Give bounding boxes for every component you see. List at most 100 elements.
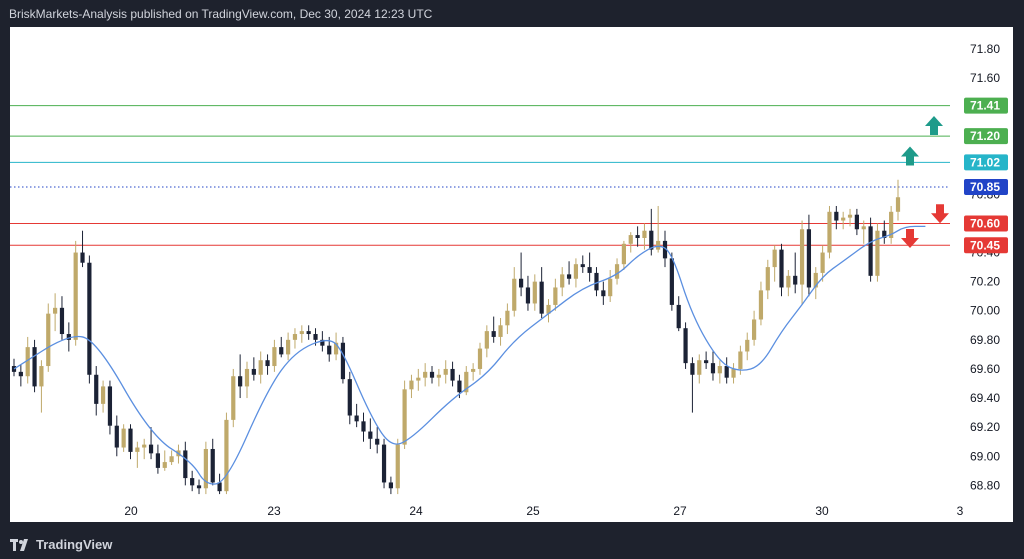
candle-body xyxy=(18,371,23,377)
candle-body xyxy=(32,347,37,387)
x-tick-label: 27 xyxy=(673,504,687,518)
candle-body xyxy=(66,334,71,340)
candle-body xyxy=(834,211,839,221)
price-badge xyxy=(964,237,1008,254)
price-badge xyxy=(964,128,1008,145)
candle-body xyxy=(895,197,901,212)
candle-body xyxy=(231,376,236,420)
candle-body xyxy=(491,331,496,337)
candle-body xyxy=(656,240,661,250)
x-tick-label: 3 xyxy=(957,504,964,518)
x-tick-label: 23 xyxy=(267,504,281,518)
candle-body xyxy=(320,339,325,346)
candle-body xyxy=(39,366,44,387)
candle-body xyxy=(368,431,373,439)
candle-body xyxy=(669,258,674,305)
candle-body xyxy=(443,368,448,375)
level-badges: 71.41 71.20 71.02 70.85 70.60 70.45 xyxy=(964,97,1008,254)
candle-body xyxy=(779,249,784,288)
candle-body xyxy=(813,272,818,288)
candle-body xyxy=(94,374,99,404)
chart-frame[interactable]: 71.8071.6071.4071.2071.0070.8070.6070.40… xyxy=(10,27,1013,522)
candle-body xyxy=(621,243,626,265)
tradingview-logo-icon xyxy=(10,538,28,551)
candle-body xyxy=(587,267,592,273)
candle-body xyxy=(649,230,654,250)
candle-body xyxy=(162,462,167,468)
y-tick-label: 68.80 xyxy=(970,478,1000,492)
candle-body xyxy=(327,345,332,355)
candle-body xyxy=(758,290,764,320)
candle-body xyxy=(292,334,298,340)
time-axis[interactable]: 20 23 24 25 27 30 3 xyxy=(124,504,963,518)
candle-body xyxy=(608,278,613,297)
candle-body xyxy=(272,347,277,367)
footer-brand[interactable]: TradingView xyxy=(36,537,113,552)
candle-body xyxy=(224,419,229,492)
candle-body xyxy=(471,368,476,372)
candle-body xyxy=(142,444,147,448)
candle-body xyxy=(745,339,750,352)
candle-body xyxy=(333,342,339,355)
candle-body xyxy=(381,444,387,483)
candle-body xyxy=(861,226,866,230)
candle-body xyxy=(532,281,537,304)
candle-body xyxy=(190,478,195,486)
candle-body xyxy=(80,252,85,263)
candle-body xyxy=(519,278,524,288)
candle-body xyxy=(416,377,421,381)
candle-body xyxy=(354,415,359,422)
x-tick-label: 30 xyxy=(815,504,829,518)
candle-body xyxy=(169,456,174,463)
x-tick-label: 20 xyxy=(124,504,138,518)
price-badge-label: 71.02 xyxy=(970,155,1000,169)
candle-body xyxy=(772,249,777,268)
candle-body xyxy=(662,240,668,259)
candle-body xyxy=(135,447,140,452)
candle-body xyxy=(148,444,154,454)
candle-body xyxy=(539,281,544,314)
candle-body xyxy=(875,230,880,276)
candle-body xyxy=(423,371,428,378)
candle-body xyxy=(573,264,579,279)
candle-body xyxy=(402,389,407,445)
arrow-up-icon xyxy=(901,146,919,166)
price-badge xyxy=(964,215,1008,232)
candle-body xyxy=(347,379,352,416)
candle-body xyxy=(512,278,517,311)
candlestick-chart[interactable]: 71.8071.6071.4071.2071.0070.8070.6070.40… xyxy=(10,27,1013,522)
candle-body xyxy=(251,368,256,375)
price-badge-label: 71.41 xyxy=(970,99,1000,113)
candle-body xyxy=(203,448,208,489)
candle-body xyxy=(799,229,805,285)
candle-body xyxy=(299,331,304,335)
y-tick-label: 69.20 xyxy=(970,420,1000,434)
candle-body xyxy=(457,380,462,393)
candle-body xyxy=(847,214,853,218)
candle-body xyxy=(107,386,113,426)
candle-body xyxy=(388,482,393,489)
candle-body xyxy=(73,252,78,340)
candle-body xyxy=(340,342,346,380)
candle-body xyxy=(546,304,551,314)
candle-body xyxy=(217,482,222,492)
candle-body xyxy=(25,347,30,377)
candle-body xyxy=(868,226,873,276)
candle-body xyxy=(409,380,414,390)
candle-body xyxy=(238,376,243,387)
candles xyxy=(11,179,901,495)
candle-body xyxy=(806,229,812,288)
candle-body xyxy=(306,331,311,335)
candle-body xyxy=(477,348,483,369)
price-badge xyxy=(964,97,1008,114)
candle-body xyxy=(114,425,119,448)
y-tick-label: 69.80 xyxy=(970,333,1000,347)
candle-body xyxy=(484,331,489,349)
candle-body xyxy=(690,363,695,375)
price-badge xyxy=(964,179,1008,196)
y-tick-label: 71.60 xyxy=(970,71,1000,85)
candle-body xyxy=(450,368,455,381)
candle-body xyxy=(196,485,202,489)
candle-body xyxy=(854,214,859,230)
candle-body xyxy=(121,428,126,448)
